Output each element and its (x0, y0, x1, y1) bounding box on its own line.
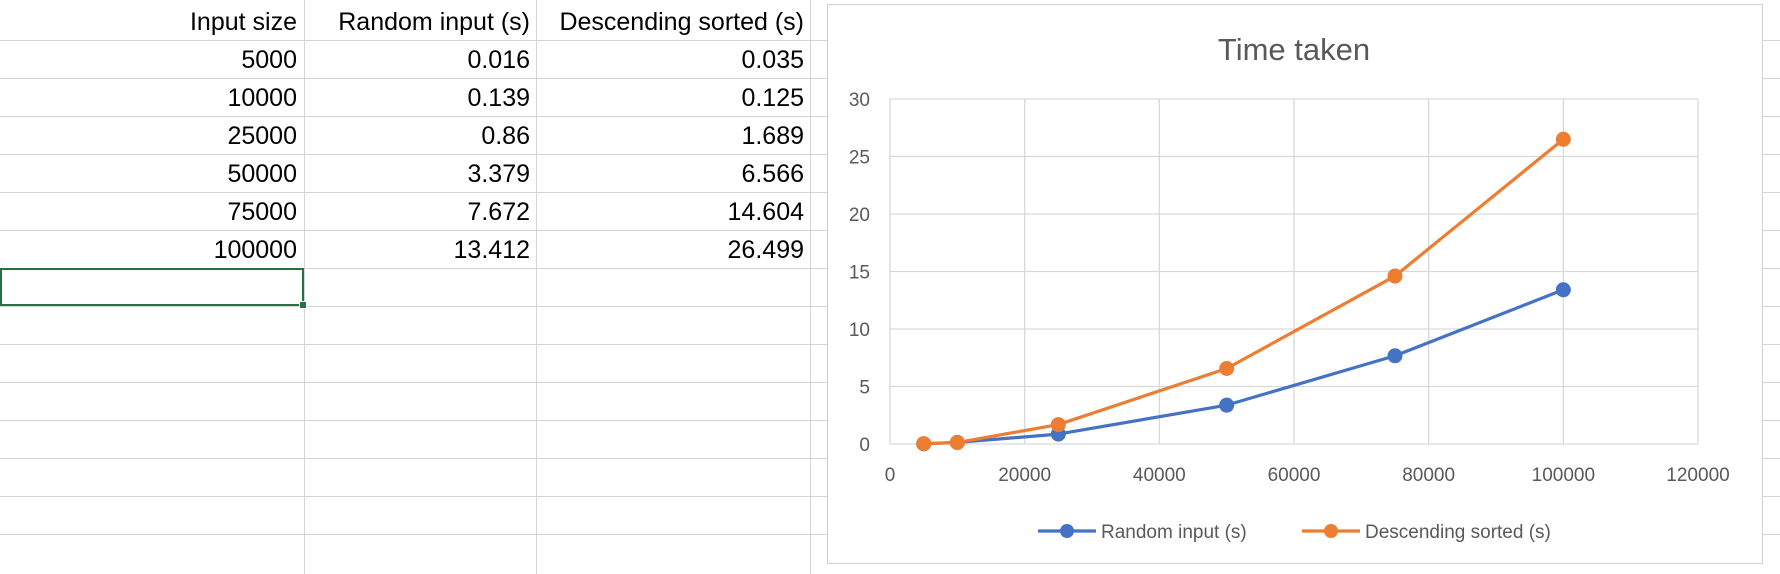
y-tick-label: 0 (859, 435, 870, 456)
active-cell[interactable] (0, 268, 307, 309)
data-point[interactable] (916, 436, 932, 452)
x-tick-label: 60000 (1268, 465, 1321, 486)
x-tick-label: 120000 (1666, 465, 1729, 486)
cell-descending-sorted[interactable]: 0.035 (741, 46, 804, 74)
header-input-size[interactable]: Input size (189, 8, 297, 36)
line-chart[interactable]: 0 20000 40000 60000 80000 100000 120000 0 5 10 15… (827, 4, 1763, 564)
cell-input-size[interactable]: 25000 (227, 122, 297, 150)
column-gridline (810, 0, 811, 574)
data-point[interactable] (1219, 360, 1235, 376)
cell-descending-sorted[interactable]: 26.499 (727, 236, 804, 264)
cell-input-size[interactable]: 5000 (241, 46, 297, 74)
cell-input-size[interactable]: 50000 (227, 160, 297, 188)
data-point[interactable] (1555, 282, 1571, 298)
cell-input-size[interactable]: 100000 (213, 236, 297, 264)
legend-label[interactable]: Random input (s) (1101, 522, 1247, 543)
column-gridline (304, 0, 305, 574)
chart-gridlines (889, 98, 1699, 445)
column-gridline (536, 0, 537, 574)
header-random-input[interactable]: Random input (s) (338, 8, 530, 36)
x-tick-label: 0 (885, 465, 896, 486)
fill-handle[interactable] (299, 301, 307, 309)
data-point[interactable] (1050, 417, 1066, 433)
legend-marker (1324, 524, 1338, 538)
data-point[interactable] (1387, 348, 1403, 364)
x-tick-label: 40000 (1133, 465, 1186, 486)
legend-marker (1060, 524, 1074, 538)
y-tick-label: 15 (849, 263, 870, 284)
cell-random-input[interactable]: 0.86 (481, 122, 530, 150)
cell-random-input[interactable]: 0.139 (467, 84, 530, 112)
cell-descending-sorted[interactable]: 6.566 (741, 160, 804, 188)
chart-legend[interactable]: Random input (s) Descending sorted (s) (1038, 522, 1551, 543)
y-axis-ticks: 0 5 10 15 20 25 30 (849, 90, 870, 456)
cell-descending-sorted[interactable]: 1.689 (741, 122, 804, 150)
x-axis-ticks: 0 20000 40000 60000 80000 100000 120000 (885, 465, 1730, 486)
cell-descending-sorted[interactable]: 14.604 (727, 198, 804, 226)
x-tick-label: 20000 (998, 465, 1051, 486)
y-tick-label: 20 (849, 205, 870, 226)
chart-title[interactable]: Time taken (1218, 32, 1370, 67)
data-point[interactable] (1219, 397, 1235, 413)
cell-input-size[interactable]: 10000 (227, 84, 297, 112)
cell-random-input[interactable]: 3.379 (467, 160, 530, 188)
chart-canvas: 0 20000 40000 60000 80000 100000 120000 0 5 10 15… (849, 32, 1730, 543)
y-tick-label: 25 (849, 148, 870, 169)
cell-random-input[interactable]: 13.412 (453, 236, 530, 264)
plot-area[interactable] (916, 131, 1571, 452)
cell-descending-sorted[interactable]: 0.125 (741, 84, 804, 112)
series-line[interactable] (923, 138, 1565, 446)
cell-random-input[interactable]: 0.016 (467, 46, 530, 74)
data-point[interactable] (1555, 131, 1571, 147)
y-tick-label: 5 (859, 378, 870, 399)
data-point[interactable] (1387, 268, 1403, 284)
data-point[interactable] (949, 435, 965, 451)
cell-input-size[interactable]: 75000 (227, 198, 297, 226)
x-tick-label: 80000 (1402, 465, 1455, 486)
x-tick-label: 100000 (1532, 465, 1595, 486)
header-descending-sorted[interactable]: Descending sorted (s) (559, 8, 804, 36)
legend-label[interactable]: Descending sorted (s) (1365, 522, 1551, 543)
cell-random-input[interactable]: 7.672 (467, 198, 530, 226)
y-tick-label: 30 (849, 90, 870, 111)
series-line[interactable] (923, 288, 1564, 446)
y-tick-label: 10 (849, 320, 870, 341)
